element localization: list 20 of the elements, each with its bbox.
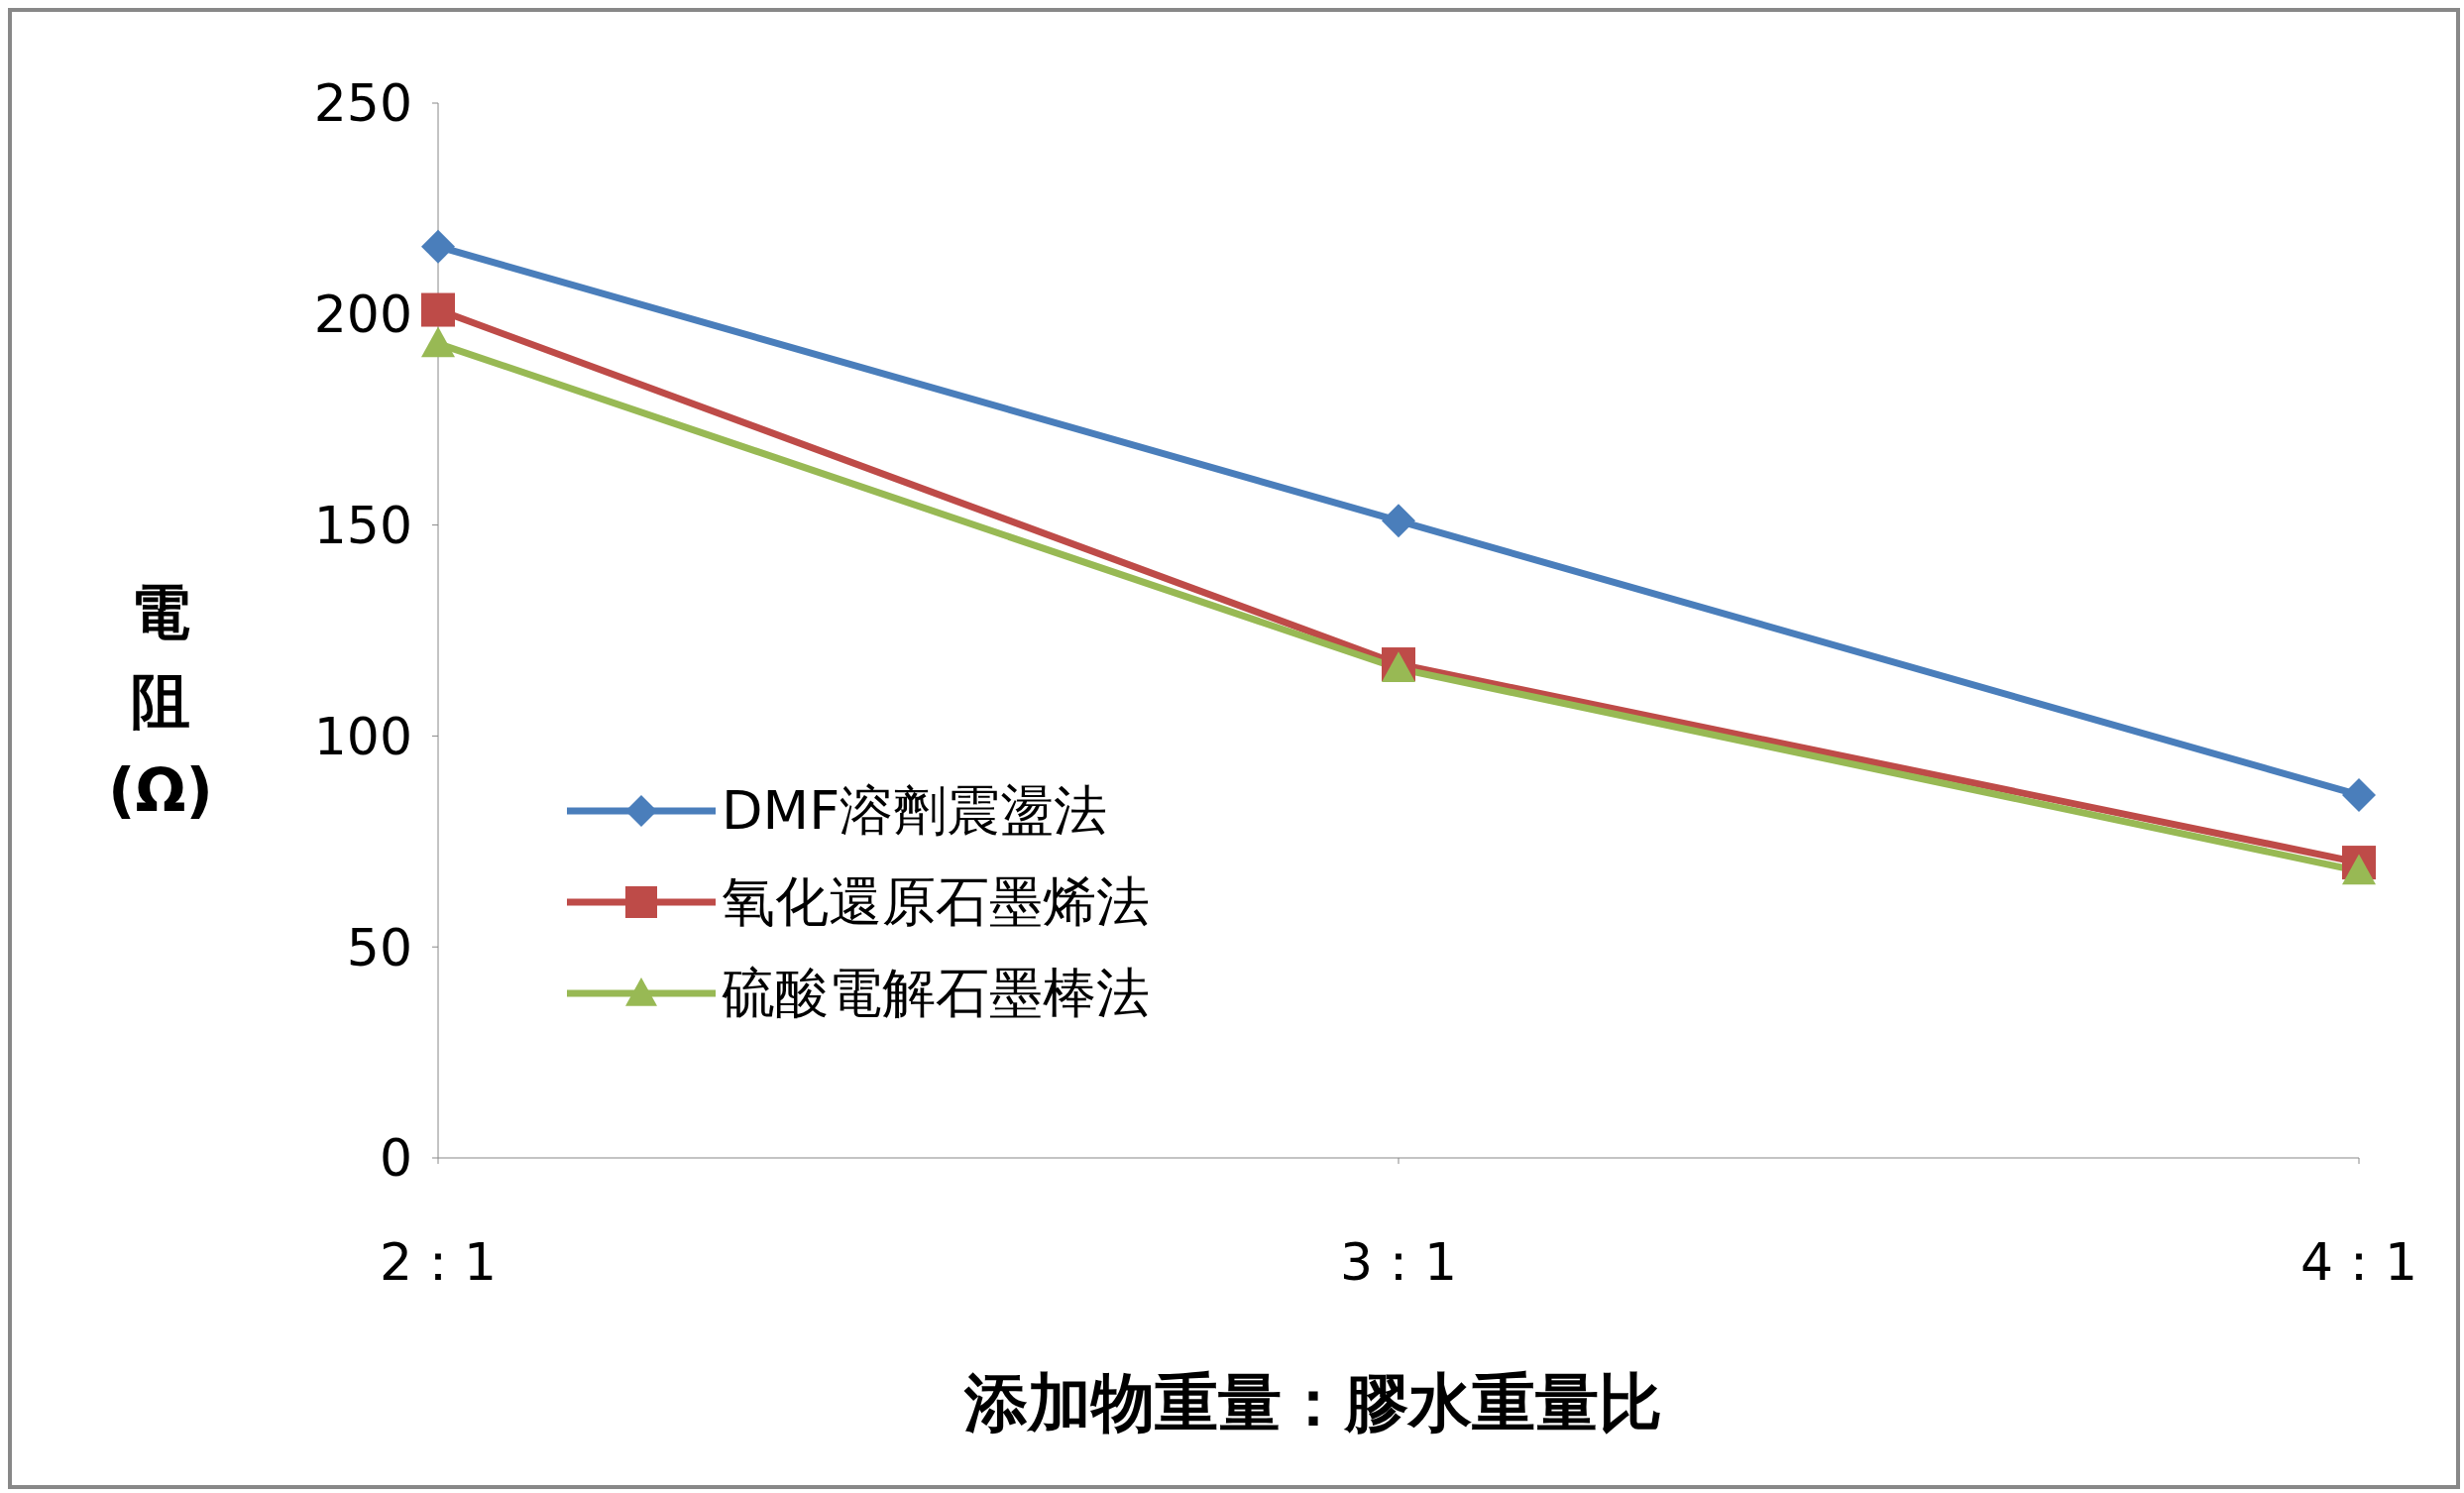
legend-label: 硫酸電解石墨棒法: [722, 960, 1150, 1026]
y-axis-title: 電阻(Ω): [107, 576, 214, 827]
point: [1382, 504, 1415, 538]
point: [421, 326, 455, 358]
point: [421, 229, 455, 264]
point: [421, 292, 455, 327]
y-tick-label: 50: [346, 917, 412, 977]
y-tick-label: 100: [313, 706, 412, 766]
x-axis-title: 添加物重量：膠水重量比: [963, 1365, 1663, 1441]
y-tick-label: 0: [379, 1128, 412, 1189]
point: [2342, 854, 2376, 885]
legend-label: 氧化還原石墨烯法: [722, 868, 1150, 935]
y-tick-label: 250: [313, 73, 412, 134]
x-tick-label: 4：1: [2299, 1231, 2418, 1292]
y-tick-label: 200: [313, 285, 412, 345]
x-tick-label: 2：1: [379, 1231, 498, 1292]
legend-label: DMF溶劑震盪法: [722, 777, 1108, 844]
point: [2342, 777, 2376, 812]
y-tick-label: 150: [313, 496, 412, 556]
x-tick-label: 3：1: [1339, 1231, 1458, 1292]
